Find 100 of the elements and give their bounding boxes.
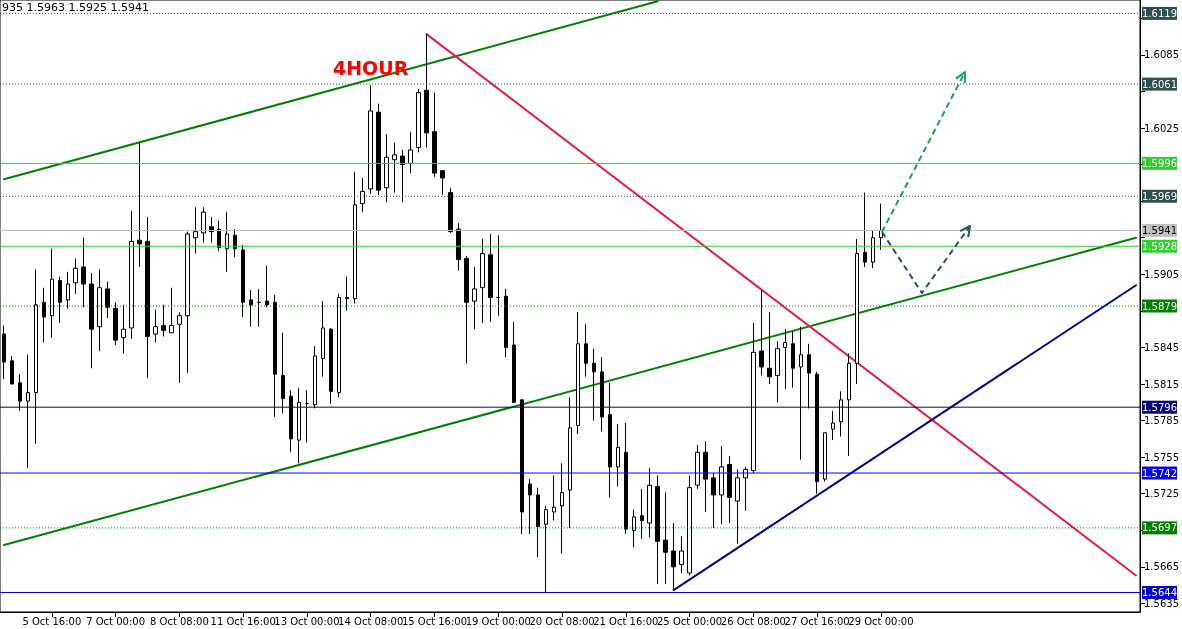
- candlestick: [624, 422, 628, 535]
- candlestick: [249, 289, 253, 328]
- y-tick-label: 1.5665: [1144, 561, 1180, 573]
- candlestick: [137, 142, 142, 268]
- candlestick: [273, 294, 277, 418]
- candlestick: [161, 304, 166, 337]
- candlestick: [329, 327, 333, 405]
- candlestick: [871, 229, 875, 269]
- candlestick: [775, 340, 780, 403]
- ref-line-label: 1.5644: [1142, 586, 1178, 598]
- candlestick: [815, 371, 819, 495]
- candlestick: [727, 455, 732, 524]
- ref-line-label: 1.5742: [1142, 467, 1178, 479]
- candlestick: [560, 462, 564, 554]
- x-tick-label: 20 Oct 08:00: [529, 615, 595, 627]
- candlestick: [241, 244, 245, 318]
- candlestick: [416, 88, 421, 153]
- y-tick-label: 1.5905: [1144, 268, 1180, 280]
- y-tick-label: 1.5725: [1144, 488, 1180, 500]
- annotation: 4HOUR: [333, 56, 409, 79]
- candlestick: [703, 440, 708, 513]
- candlestick: [735, 468, 740, 545]
- candlestick: [767, 311, 772, 385]
- x-tick-label: 5 Oct 16:00: [22, 615, 82, 627]
- x-tick-label: 25 Oct 00:00: [656, 615, 723, 627]
- candlestick: [663, 492, 668, 585]
- candlestick: [201, 206, 206, 244]
- candlestick: [153, 309, 158, 344]
- candlestick: [807, 343, 811, 409]
- candlestick: [289, 389, 293, 453]
- candlestick: [193, 206, 198, 255]
- candlestick: [105, 281, 110, 319]
- candlestick: [719, 445, 724, 525]
- candlestick: [512, 321, 516, 403]
- annotation: 935 1.5963 1.5925 1.5941: [2, 1, 149, 14]
- y-tick-label: 1.6085: [1144, 49, 1180, 61]
- candlestick: [265, 265, 269, 308]
- candlestick: [480, 238, 485, 324]
- candlestick: [839, 390, 843, 437]
- candlestick: [360, 177, 365, 213]
- ref-line-label: 1.6061: [1142, 78, 1178, 90]
- candlestick: [552, 474, 556, 522]
- candlestick: [759, 289, 764, 376]
- candlestick: [488, 233, 493, 323]
- candlestick: [257, 288, 261, 328]
- candlestick: [504, 288, 508, 358]
- candlestick: [647, 467, 652, 539]
- candlestick: [831, 410, 835, 441]
- candlestick: [432, 92, 437, 178]
- candlestick: [313, 345, 317, 409]
- ref-line-label: 1.5969: [1142, 190, 1178, 202]
- candlestick: [584, 323, 588, 378]
- candlestick: [496, 234, 500, 317]
- candlestick: [89, 272, 94, 369]
- candlestick: [376, 103, 381, 196]
- x-tick-label: 13 Oct 00:00: [274, 615, 340, 627]
- candlestick: [791, 331, 795, 389]
- candlestick: [783, 328, 787, 390]
- candlestick: [297, 387, 301, 464]
- y-tick-label: 1.5755: [1144, 451, 1180, 463]
- candlestick: [576, 311, 580, 435]
- candlestick: [169, 287, 174, 334]
- y-tick-label: 1.6025: [1144, 122, 1180, 134]
- ref-line-label: 1.6119: [1142, 7, 1178, 19]
- candlestick: [177, 311, 182, 384]
- candlestick: [464, 255, 469, 364]
- candlestick: [823, 432, 827, 483]
- ref-line-label: 1.5697: [1142, 522, 1178, 534]
- candlestick: [671, 522, 676, 591]
- candlestick: [679, 535, 684, 574]
- candlestick: [233, 228, 237, 258]
- y-tick-label: 1.5635: [1144, 597, 1180, 609]
- candlestick: [81, 237, 86, 308]
- candlestick: [34, 268, 38, 445]
- candlestick: [26, 354, 30, 469]
- candlestick: [536, 487, 540, 558]
- candlestick: [695, 444, 700, 490]
- candlestick: [113, 301, 118, 346]
- candlestick: [528, 478, 532, 535]
- candlestick: [847, 353, 851, 457]
- candlestick: [544, 505, 548, 593]
- y-tick-label: 1.5785: [1144, 415, 1180, 427]
- candlestick: [225, 211, 229, 273]
- candlestick: [632, 509, 636, 548]
- ref-line-label: 1.5941: [1142, 224, 1178, 236]
- candlestick: [799, 326, 803, 461]
- candlestick: [408, 131, 413, 174]
- x-tick-label: 29 Oct 00:00: [848, 615, 914, 627]
- x-tick-label: 11 Oct 16:00: [210, 615, 276, 627]
- candlestick: [42, 287, 46, 344]
- y-tick-label: 1.5815: [1144, 378, 1180, 390]
- candlestick: [400, 149, 405, 203]
- candlestick: [58, 276, 62, 324]
- candlestick: [687, 474, 692, 576]
- candlestick: [321, 300, 325, 378]
- candlestick: [129, 210, 134, 340]
- candlestick: [616, 423, 620, 487]
- candlestick: [472, 266, 477, 330]
- ref-line-label: 1.5928: [1142, 240, 1178, 252]
- candlestick: [456, 222, 461, 272]
